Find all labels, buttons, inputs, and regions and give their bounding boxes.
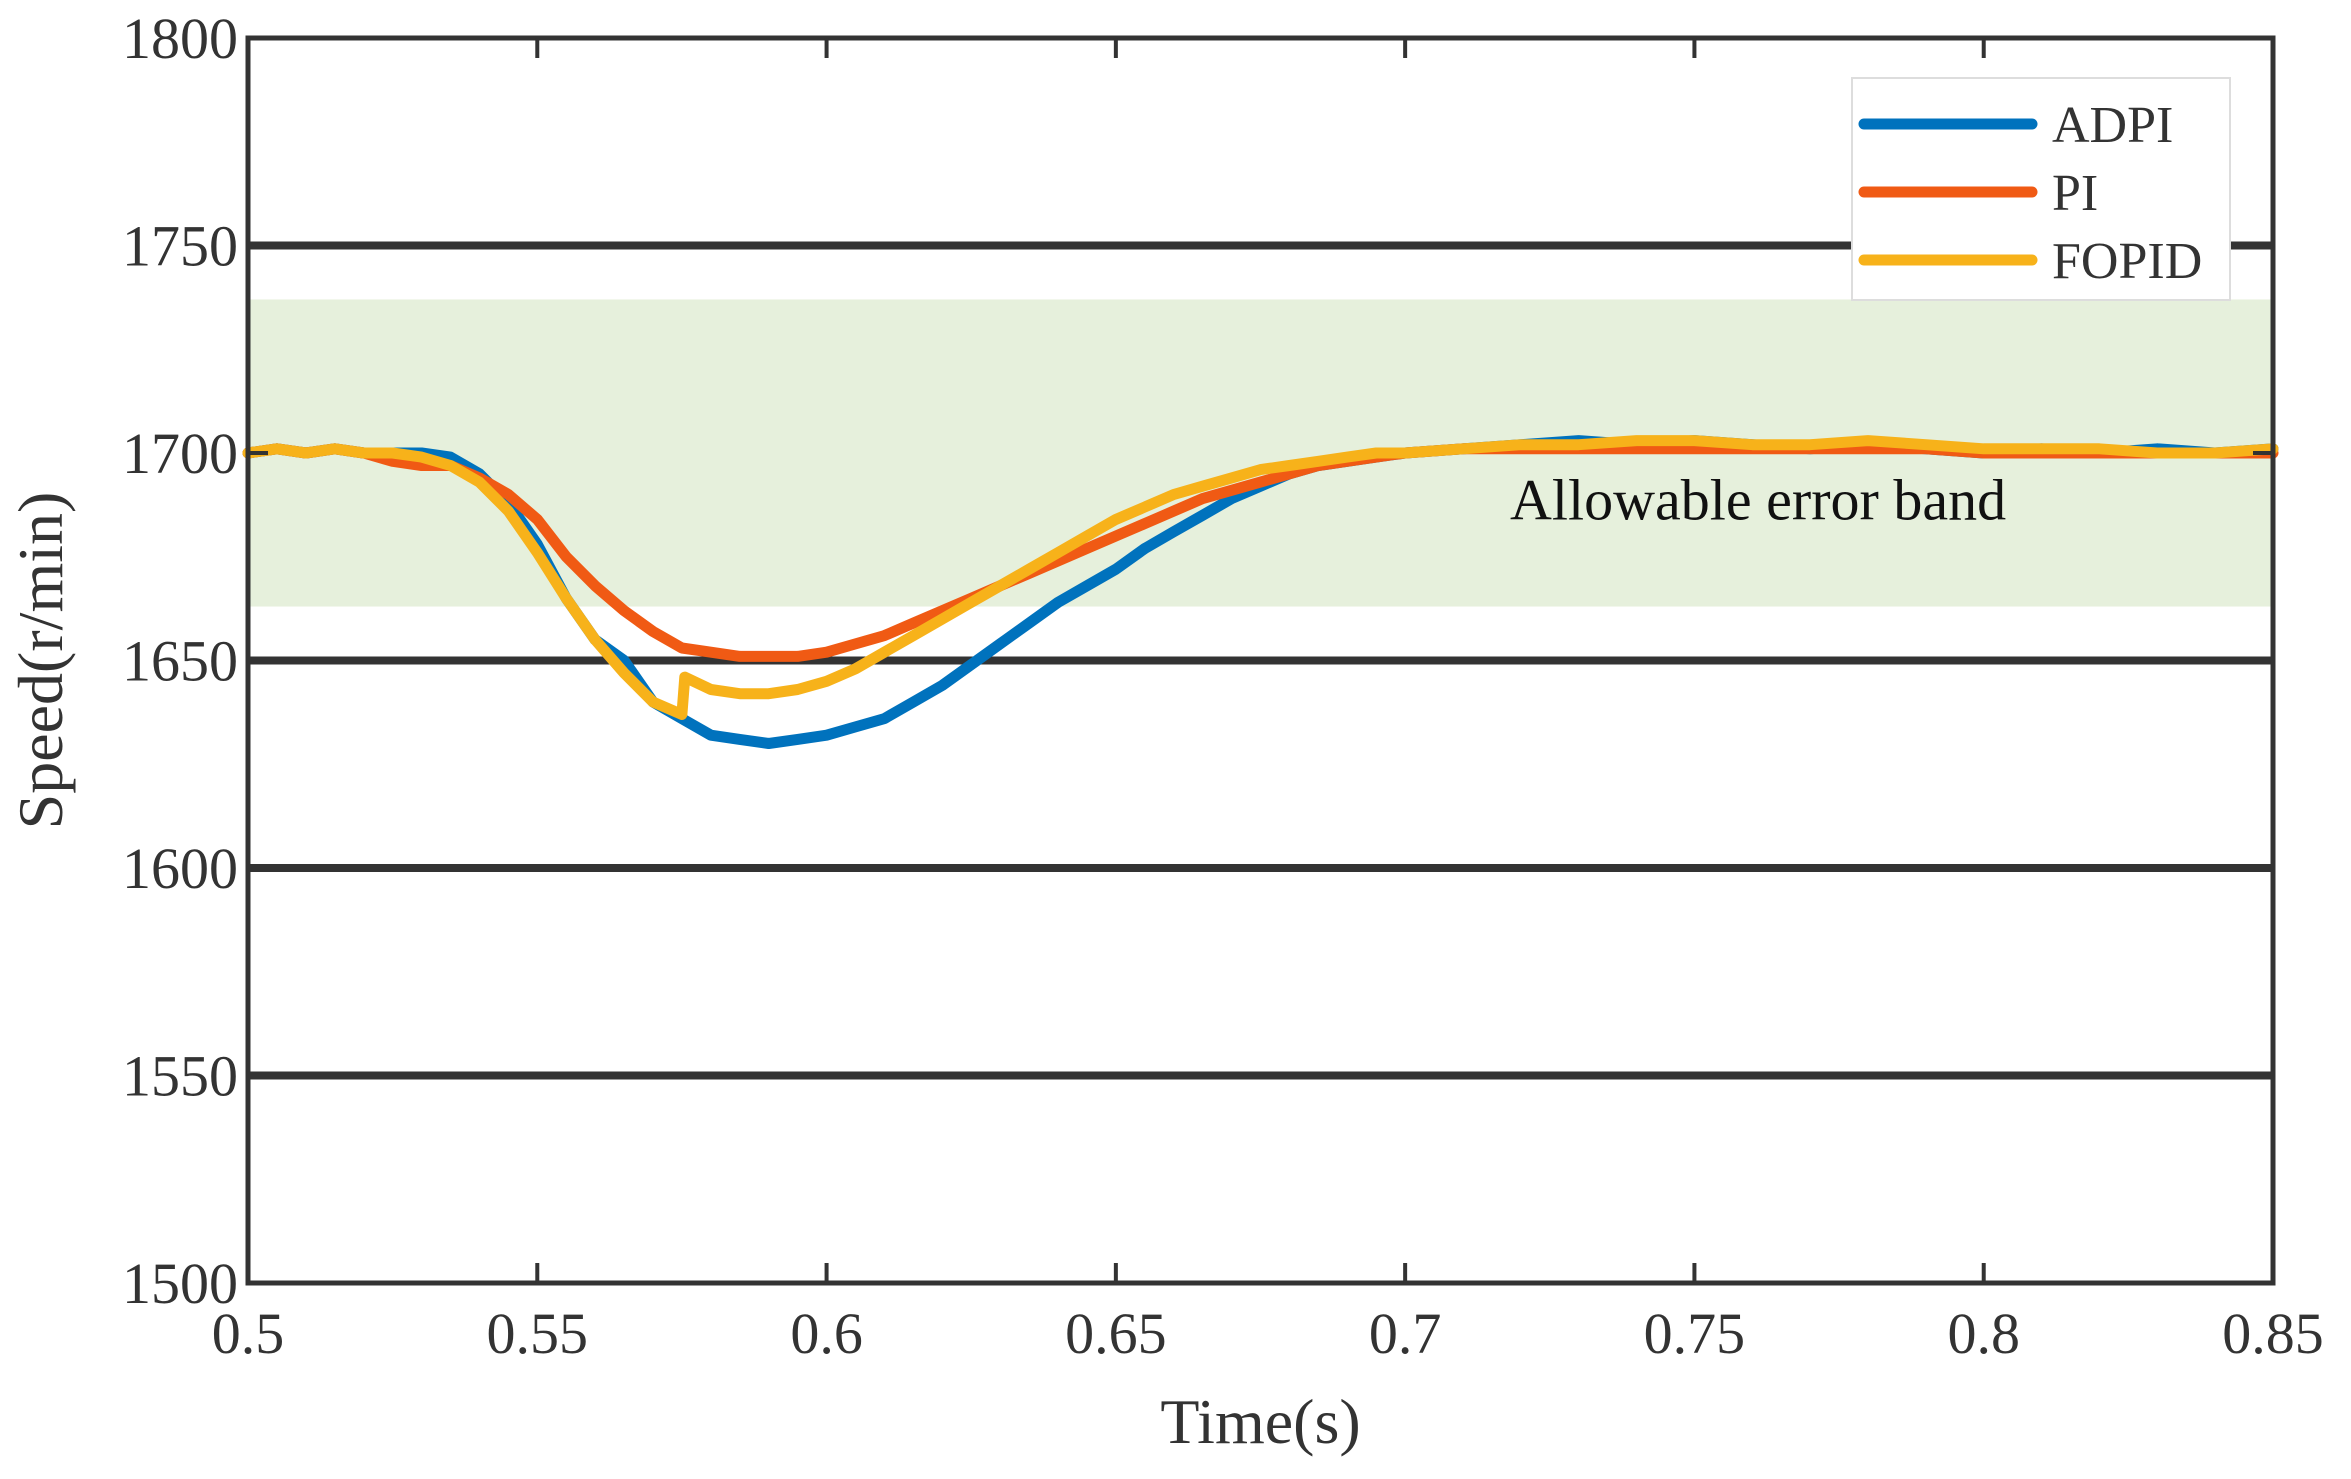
- x-tick-label: 0.7: [1369, 1301, 1442, 1366]
- y-axis-title: Speed(r/min): [5, 492, 76, 830]
- band-label: Allowable error band: [1510, 467, 2006, 532]
- y-tick-label: 1750: [122, 214, 238, 279]
- legend-label-pi: PI: [2052, 165, 2098, 222]
- x-tick-label: 0.85: [2222, 1301, 2324, 1366]
- x-tick-label: 0.75: [1644, 1301, 1746, 1366]
- y-tick-label: 1650: [122, 629, 238, 694]
- x-axis-title: Time(s): [1160, 1386, 1360, 1457]
- x-tick-label: 0.8: [1947, 1301, 2020, 1366]
- series-layer: [242, 435, 2279, 749]
- series-line-fopid: [242, 435, 2279, 720]
- legend-label-fopid: FOPID: [2052, 233, 2202, 290]
- x-tick-label: 0.6: [790, 1301, 863, 1366]
- y-tick-label: 1550: [122, 1044, 238, 1109]
- y-tick-label: 1500: [122, 1251, 238, 1316]
- y-tick-label: 1600: [122, 836, 238, 901]
- y-tick-label: 1800: [122, 6, 238, 71]
- x-tick-label: 0.55: [487, 1301, 589, 1366]
- x-tick-label: 0.65: [1065, 1301, 1167, 1366]
- legend-label-adpi: ADPI: [2052, 97, 2173, 154]
- x-tick-label: 0.5: [212, 1301, 285, 1366]
- y-tick-label: 1700: [122, 421, 238, 486]
- tick-layer: 0.5 0.55 0.6 0.65 0.7 0.75 0.8 0.85 1500 1550 1600…: [122, 6, 2324, 1366]
- legend: ADPI PI FOPID: [1851, 77, 2231, 301]
